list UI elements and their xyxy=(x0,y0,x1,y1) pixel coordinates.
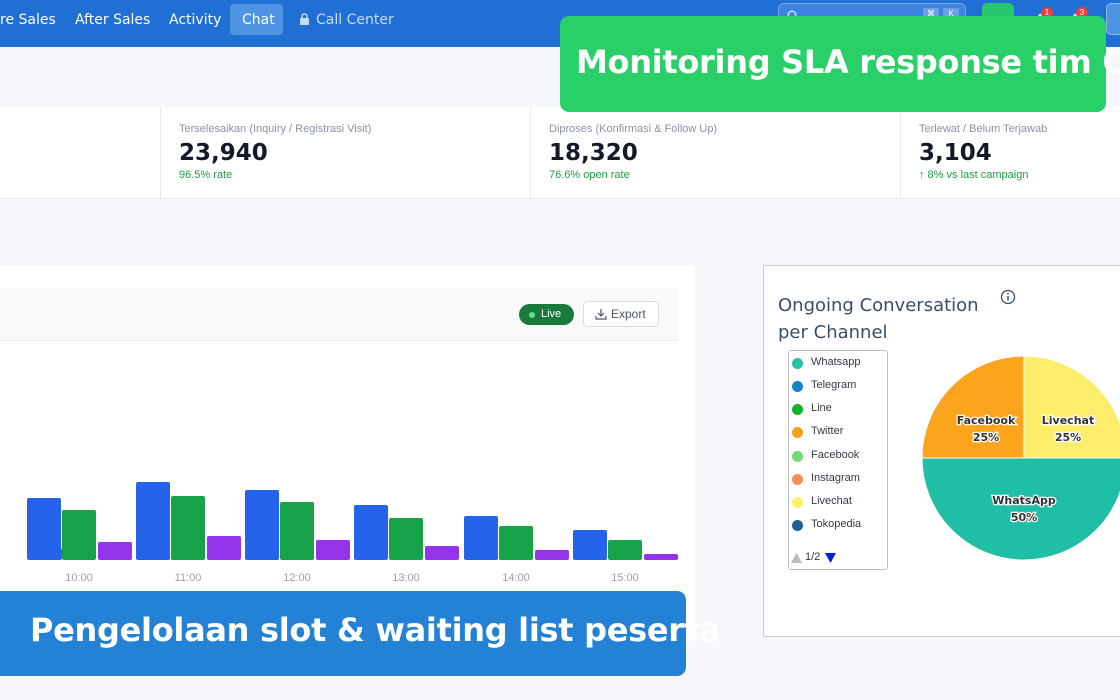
caption-waiting-list: Pengelolaan slot & waiting list peserta xyxy=(0,591,720,676)
nav-item-after-sales[interactable]: After Sales xyxy=(75,12,151,28)
legend-page-label: 1/2 xyxy=(805,551,821,563)
legend-prev-icon[interactable] xyxy=(791,553,802,563)
legend-label: Instagram xyxy=(811,472,860,484)
pie-slice-value: 50% xyxy=(1011,511,1037,524)
nav-item-pre-sales[interactable]: re Sales xyxy=(0,12,56,28)
bar-mark xyxy=(136,482,170,560)
legend-dot xyxy=(792,497,803,508)
bar-mark xyxy=(27,498,61,560)
bar-mark xyxy=(245,490,279,560)
x-tick-label: 13:00 xyxy=(392,572,420,584)
pie-slice[interactable] xyxy=(921,355,1025,459)
download-icon xyxy=(595,309,607,320)
bar-mark xyxy=(608,540,642,560)
stat-sub: 96.5% rate xyxy=(179,169,233,181)
x-tick-label: 11:00 xyxy=(175,572,202,584)
stat-value: 3,104 xyxy=(919,140,992,166)
bar-mark xyxy=(171,496,205,560)
bar-mark xyxy=(644,554,678,560)
caption-monitoring: Monitoring SLA response tim CS xyxy=(560,16,1120,112)
export-button[interactable]: Export xyxy=(583,301,659,327)
channel-pie-card: Ongoing Conversation per Channel 1/2 Wha… xyxy=(763,265,1120,637)
nav-item-activity[interactable]: Activity xyxy=(169,12,222,28)
stat-label: Terlewat / Belum Terjawab xyxy=(919,123,1048,135)
stat-value: 18,320 xyxy=(549,140,638,166)
bar-mark xyxy=(425,546,459,560)
bar-mark xyxy=(98,542,132,560)
x-tick-label: 12:00 xyxy=(283,572,311,584)
bar-mark xyxy=(354,505,388,560)
x-tick-label: 10:00 xyxy=(65,572,93,584)
pie-slice-label: Livechat xyxy=(1042,414,1094,427)
channel-pie-chart: WhatsApp 50% Facebook 25% Livechat 25% xyxy=(921,355,1120,561)
legend-dot xyxy=(792,427,803,438)
pie-slice[interactable] xyxy=(1023,355,1120,459)
pie-legend: 1/2 Whatsapp Telegram Line Twitter Facebook I… xyxy=(788,350,888,570)
pie-slice-label: WhatsApp xyxy=(992,494,1056,507)
live-badge: Live xyxy=(519,304,574,325)
legend-label: Line xyxy=(811,402,832,414)
export-label: Export xyxy=(611,307,646,321)
bar-mark xyxy=(207,536,241,560)
x-tick-label: 15:00 xyxy=(611,572,639,584)
legend-label: Livechat xyxy=(811,495,852,507)
bar-mark xyxy=(389,518,423,560)
legend-dot xyxy=(792,474,803,485)
legend-next-icon[interactable] xyxy=(825,553,836,563)
stat-label: Diproses (Konfirmasi & Follow Up) xyxy=(549,123,718,135)
nav-item-call-center[interactable]: Call Center xyxy=(316,12,394,28)
legend-label: Telegram xyxy=(811,379,857,391)
x-tick-label: 14:00 xyxy=(502,572,530,584)
legend-dot xyxy=(792,358,803,369)
stat-card-processed: Diproses (Konfirmasi & Follow Up) 18,320… xyxy=(530,107,900,199)
stat-sub: 76.6% open rate xyxy=(549,169,630,181)
pie-slice-value: 25% xyxy=(1055,431,1081,444)
stat-sub: ↑ 8% vs last campaign xyxy=(919,169,1029,181)
bar-mark xyxy=(535,550,569,560)
stat-card-missed: Terlewat / Belum Terjawab 3,104 ↑ 8% vs … xyxy=(900,107,1120,199)
hourly-chart-card: Live Export 10:00 11:00 12:00 13:00 14:00 15:… xyxy=(0,265,695,637)
nav-item-chat-active[interactable]: Chat xyxy=(230,4,283,35)
bar-mark xyxy=(62,510,96,560)
legend-dot xyxy=(792,404,803,415)
live-dot-icon xyxy=(529,312,535,318)
bar-mark xyxy=(464,516,498,560)
stat-label: Terselesaikan (Inquiry / Registrasi Visi… xyxy=(179,123,372,135)
stats-strip: Terselesaikan (Inquiry / Registrasi Visi… xyxy=(0,107,1120,199)
pie-title: Ongoing Conversation per Channel xyxy=(778,295,979,343)
legend-dot xyxy=(792,520,803,531)
caption-top-text: Monitoring SLA response tim CS xyxy=(576,43,1120,81)
live-label: Live xyxy=(541,308,562,320)
pie-slice-label: Facebook xyxy=(957,414,1016,427)
pie-slice-value: 25% xyxy=(973,431,999,444)
legend-label: Twitter xyxy=(811,425,844,437)
bar-mark xyxy=(573,530,607,560)
bar-mark xyxy=(316,540,350,560)
profile-button[interactable] xyxy=(1106,3,1120,35)
legend-dot xyxy=(792,381,803,392)
nav-item-chat-label: Chat xyxy=(242,12,275,28)
legend-label: Tokopedia xyxy=(811,518,862,530)
pie-slice[interactable] xyxy=(921,457,1120,561)
lock-icon xyxy=(300,13,309,25)
legend-label: Whatsapp xyxy=(811,356,861,368)
hourly-bar-chart: 10:00 11:00 12:00 13:00 14:00 15:00 xyxy=(27,482,678,584)
legend-dot xyxy=(792,451,803,462)
info-icon[interactable] xyxy=(1000,289,1016,305)
stat-card-completed: Terselesaikan (Inquiry / Registrasi Visi… xyxy=(160,107,530,199)
caption-bottom-text: Pengelolaan slot & waiting list peserta xyxy=(30,611,721,649)
bar-mark xyxy=(280,502,314,560)
bar-mark xyxy=(499,526,533,560)
legend-label: Facebook xyxy=(811,449,860,461)
stat-value: 23,940 xyxy=(179,140,268,166)
